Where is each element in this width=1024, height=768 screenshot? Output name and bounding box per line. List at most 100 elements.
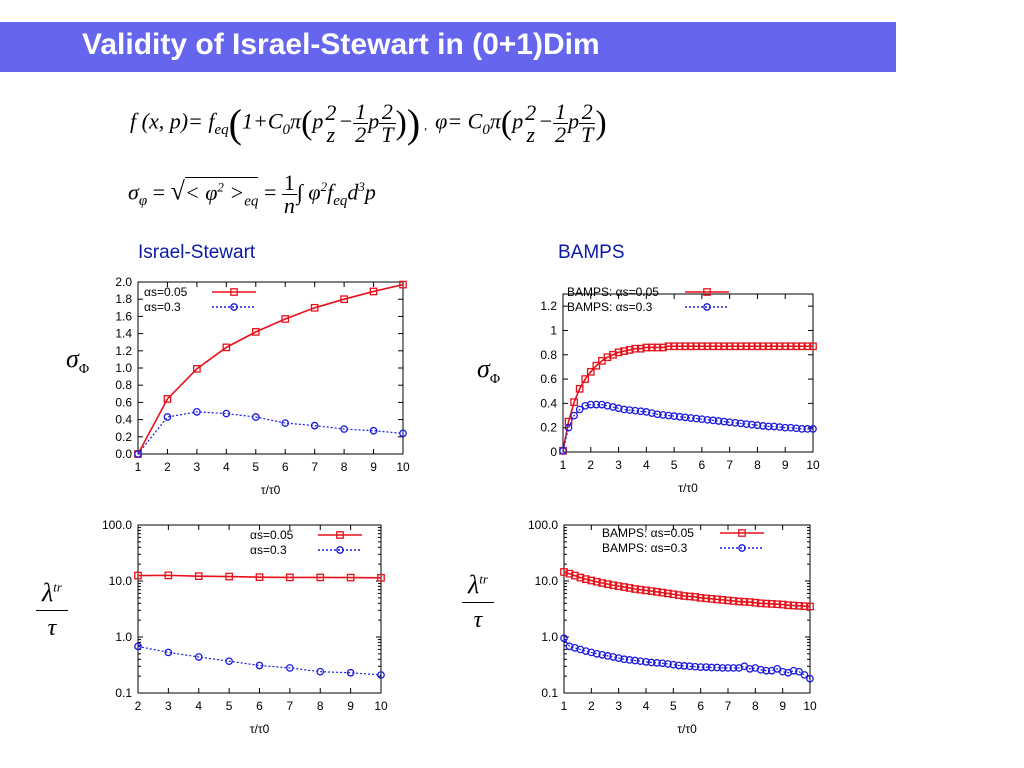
lambda-label-left: λtr τ <box>36 578 68 642</box>
data-point <box>570 411 578 420</box>
x-tick-label: 8 <box>752 699 759 713</box>
data-point <box>759 342 767 351</box>
data-point <box>286 573 294 582</box>
eq1-p2: p <box>368 108 380 134</box>
y-tick-label: 0.8 <box>540 348 557 362</box>
legend-label: αs=0.3 <box>250 543 287 557</box>
data-point <box>609 581 618 590</box>
x-tick-label: 2 <box>587 458 594 472</box>
data-point <box>659 411 667 419</box>
y-tick-label: 0.4 <box>115 413 132 427</box>
data-point <box>193 408 201 416</box>
eq2-d: d <box>347 179 359 205</box>
data-point <box>653 659 661 667</box>
data-point <box>163 395 172 403</box>
data-point <box>775 423 784 431</box>
data-point <box>731 418 740 427</box>
y-tick-label: 1.4 <box>115 327 132 341</box>
legend-label: αs=0.3 <box>144 300 181 314</box>
data-point <box>696 663 705 671</box>
sigma-label-left-sub: Φ <box>78 362 90 378</box>
x-tick-label: 8 <box>754 458 761 472</box>
data-point <box>625 346 634 354</box>
data-point <box>631 656 639 665</box>
data-point <box>773 600 782 609</box>
data-point <box>762 599 771 608</box>
data-point <box>781 423 790 432</box>
data-point <box>789 601 798 610</box>
data-point <box>614 348 623 357</box>
plot-frame <box>563 524 811 694</box>
data-point <box>669 660 678 669</box>
eq2-p: p <box>364 179 376 205</box>
x-tick-label: 4 <box>643 458 650 472</box>
data-point <box>756 599 765 608</box>
data-point <box>194 572 203 581</box>
legend-label: BAMPS: αs=0.3 <box>567 300 653 314</box>
x-tick-label: 4 <box>223 460 230 474</box>
data-point <box>251 413 260 421</box>
data-point <box>625 656 634 664</box>
data-point <box>670 342 678 351</box>
x-tick-label: 8 <box>317 699 324 713</box>
data-point <box>658 588 667 597</box>
y-tick-label: 100.0 <box>528 518 558 532</box>
data-point <box>642 343 651 352</box>
y-tick-label: 0.8 <box>115 378 132 392</box>
data-point <box>659 343 667 352</box>
equation-distribution: f (x, p)= feq(1+C0π(p 2 z −1 2 p 2 T)), φ= C0π(p… <box>130 99 607 147</box>
legend-marker <box>703 303 711 311</box>
y-tick-label: 1.2 <box>540 299 557 313</box>
data-point <box>377 671 385 679</box>
data-point <box>680 662 689 670</box>
data-point <box>770 342 778 351</box>
data-point <box>707 595 716 603</box>
eq2-equals2: = <box>263 179 277 205</box>
data-point <box>163 413 172 421</box>
x-tick-label: 1 <box>135 460 142 474</box>
data-point <box>795 601 803 610</box>
legend-label: BAMPS: αs=0.05 <box>602 526 694 540</box>
eq2-three: 3 <box>358 179 365 195</box>
x-tick-label: 7 <box>726 458 733 472</box>
x-tick-label: 1 <box>560 458 567 472</box>
data-point <box>736 342 745 351</box>
data-point <box>346 668 355 677</box>
data-point <box>702 663 710 671</box>
x-axis-label: τ/τ0 <box>250 722 270 736</box>
eq2-frac-den: n <box>283 193 295 218</box>
data-point <box>581 375 590 383</box>
tau-right: τ <box>473 607 483 633</box>
data-point <box>636 344 645 353</box>
data-point <box>575 405 584 414</box>
data-point <box>803 342 812 351</box>
data-point <box>703 342 712 351</box>
data-point <box>685 662 694 671</box>
eq2-f-sub: eq <box>333 192 348 209</box>
data-point <box>746 664 754 673</box>
data-point <box>792 342 801 351</box>
x-tick-label: 5 <box>226 699 233 713</box>
eq2-equals: = <box>152 179 166 205</box>
data-point <box>222 409 231 418</box>
lambda-label-right: λtr τ <box>462 570 494 634</box>
data-point <box>674 661 683 670</box>
data-point <box>784 601 792 610</box>
data-point <box>781 342 790 351</box>
data-point <box>399 429 407 438</box>
legend-label: BAMPS: αs=0.3 <box>602 541 688 555</box>
data-point <box>778 667 787 676</box>
sigma-label-right-sub: Φ <box>489 372 501 388</box>
series-line <box>137 645 382 676</box>
data-point <box>559 446 567 455</box>
data-point <box>251 328 260 336</box>
data-point <box>714 342 723 351</box>
data-point <box>692 342 701 351</box>
eq1-phi-pt-den: T <box>581 122 594 147</box>
sigma-label-right: σΦ <box>477 354 500 388</box>
data-point <box>631 344 640 353</box>
chart-is-sigma: 0.0 0.2 0.4 0.6 0.8 1.0 1.2 1.4 1.6 1.8 2.0 1 2 3 4 5 6 7… <box>115 275 410 497</box>
data-point <box>164 648 173 657</box>
